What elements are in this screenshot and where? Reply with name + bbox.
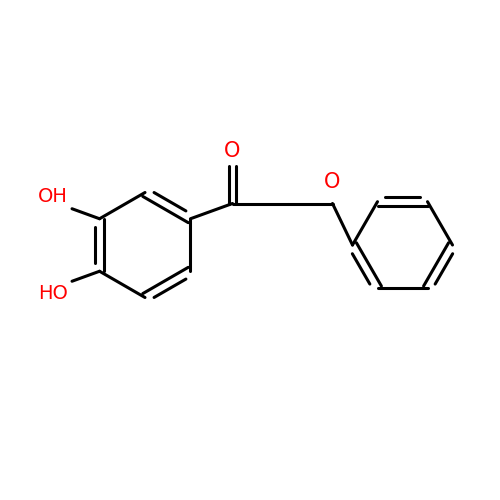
Text: O: O <box>324 172 340 193</box>
Text: HO: HO <box>38 284 68 303</box>
Text: O: O <box>224 141 240 161</box>
Text: OH: OH <box>38 187 68 206</box>
